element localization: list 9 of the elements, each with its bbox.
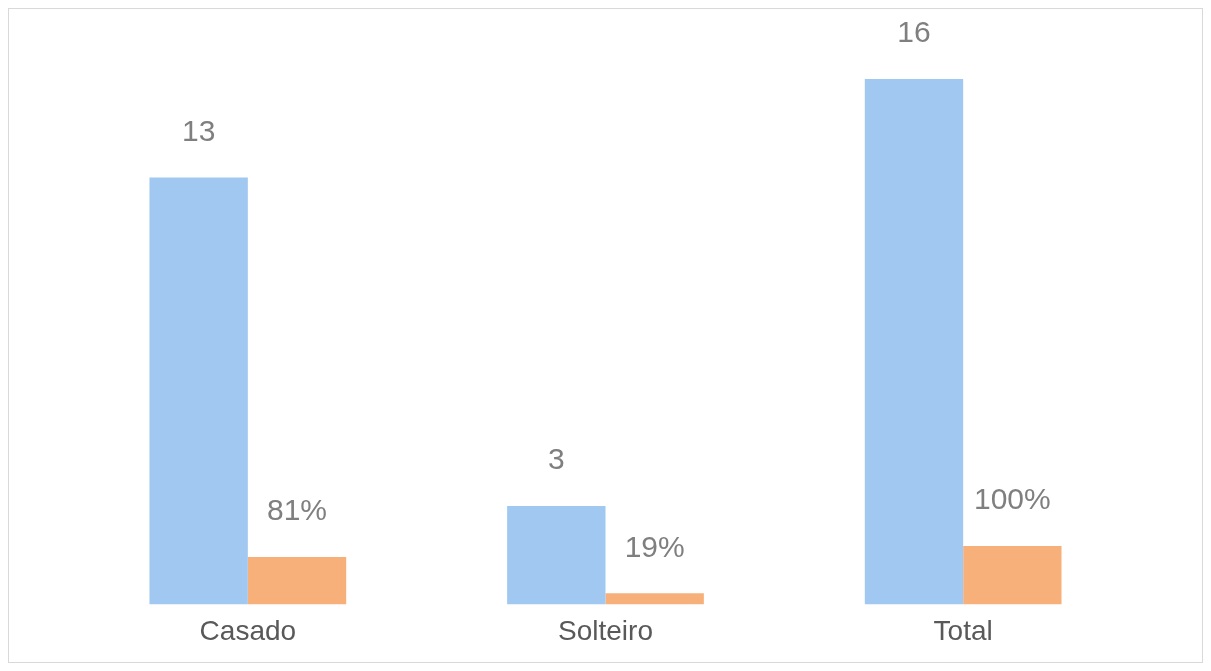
data-label: 81%	[266, 493, 328, 527]
x-tick-label: Total	[933, 614, 993, 646]
data-label: 100%	[973, 482, 1051, 516]
data-label: 19%	[624, 529, 685, 563]
data-label: 16	[897, 15, 931, 49]
x-tick-label: Casado	[199, 614, 297, 646]
data-label: 3	[547, 442, 565, 476]
x-tick-label: Solteiro	[558, 614, 653, 646]
data-label: 13	[181, 113, 216, 147]
